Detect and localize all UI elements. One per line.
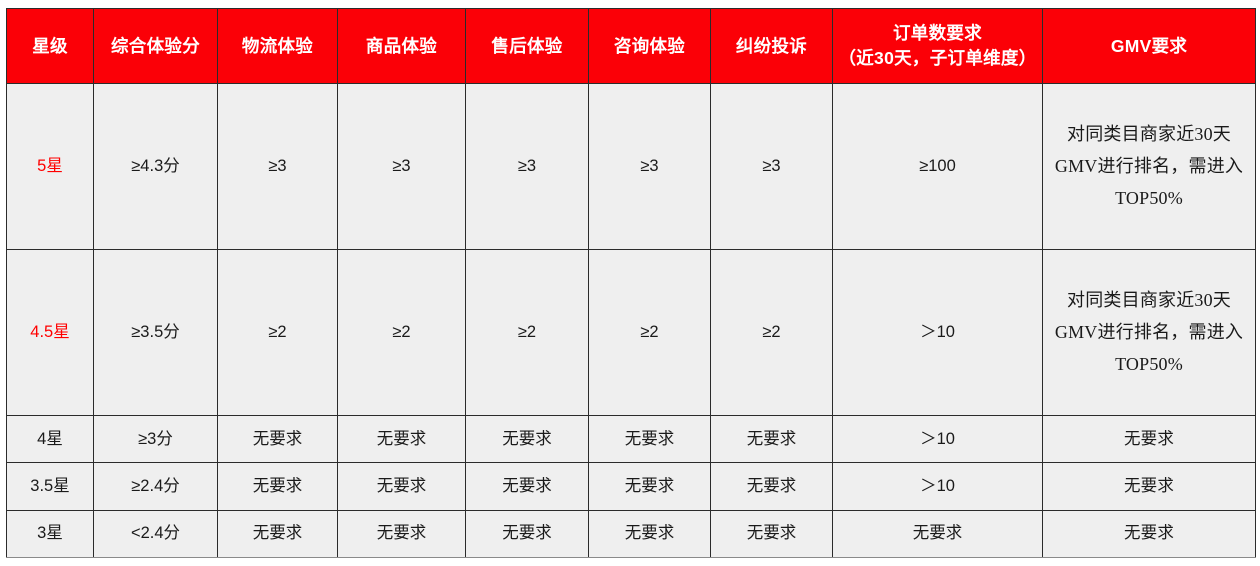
cell-product: ≥2: [337, 248, 466, 416]
cell-gmv-line: TOP50%: [1115, 354, 1183, 375]
cell-star-level: 4星: [6, 414, 94, 464]
cell-consultation: 无要求: [588, 509, 711, 559]
column-header-line: 售后体验: [491, 35, 563, 56]
cell-dispute: ≥2: [710, 248, 833, 416]
cell-after-sales: 无要求: [465, 462, 589, 511]
cell-gmv-line: 对同类目商家近30天: [1067, 290, 1231, 311]
rating-requirements-table-container: 星级 综合体验分 物流体验 商品体验 售后体验 咨询体验 纠纷投诉 订单数要求 （近30天，子订…: [6, 8, 1256, 559]
cell-after-sales: 无要求: [465, 509, 589, 559]
cell-gmv-line: 无要求: [1123, 524, 1175, 543]
cell-logistics: ≥3: [217, 83, 338, 250]
cell-logistics: 无要求: [217, 462, 338, 511]
cell-order-count: ＞10: [832, 462, 1043, 511]
table-row: 4星 ≥3分 无要求 无要求 无要求 无要求 无要求 ＞10 无要求: [6, 414, 1256, 464]
column-header-line: 商品体验: [365, 35, 438, 56]
column-header-line: 星级: [32, 35, 68, 56]
column-header-line: GMV要求: [1110, 35, 1188, 56]
cell-after-sales: ≥2: [465, 248, 589, 416]
cell-overall-score: <2.4分: [93, 509, 218, 559]
cell-overall-score: ≥2.4分: [93, 462, 218, 511]
cell-consultation: 无要求: [588, 414, 711, 464]
cell-star-level: 5星: [6, 83, 94, 250]
cell-gmv-line: 无要求: [1123, 429, 1175, 448]
column-header-line: 物流体验: [241, 35, 314, 56]
table-header-row: 星级 综合体验分 物流体验 商品体验 售后体验 咨询体验 纠纷投诉 订单数要求 （近30天，子订…: [6, 8, 1256, 84]
cell-gmv: 无要求: [1042, 509, 1256, 559]
cell-star-level: 3星: [6, 509, 94, 559]
table-body: 5星 ≥4.3分 ≥3 ≥3 ≥3 ≥3 ≥3 ≥100 对同类目商家近30天 GMV进行排名，需…: [6, 83, 1256, 559]
cell-gmv-line: TOP50%: [1115, 188, 1183, 209]
cell-order-count: 无要求: [832, 509, 1043, 559]
cell-overall-score: ≥3.5分: [93, 248, 218, 416]
cell-dispute: 无要求: [710, 414, 833, 464]
table-header: 星级 综合体验分 物流体验 商品体验 售后体验 咨询体验 纠纷投诉 订单数要求 （近30天，子订…: [6, 8, 1256, 84]
column-header-order-count: 订单数要求 （近30天，子订单维度）: [832, 8, 1043, 84]
cell-after-sales: ≥3: [465, 83, 589, 250]
column-header-consultation: 咨询体验: [588, 8, 711, 84]
cell-order-count: ＞10: [832, 414, 1043, 464]
column-header-line: （近30天，子订单维度）: [838, 48, 1037, 68]
table-row: 5星 ≥4.3分 ≥3 ≥3 ≥3 ≥3 ≥3 ≥100 对同类目商家近30天 GMV进行排名，需…: [6, 83, 1256, 250]
cell-gmv: 无要求: [1042, 414, 1256, 464]
cell-logistics: ≥2: [217, 248, 338, 416]
column-header-product: 商品体验: [337, 8, 466, 84]
column-header-line: 咨询体验: [613, 35, 686, 56]
column-header-gmv: GMV要求: [1042, 8, 1256, 84]
table-row: 3星 <2.4分 无要求 无要求 无要求 无要求 无要求 无要求 无要求: [6, 509, 1256, 559]
table-row: 4.5星 ≥3.5分 ≥2 ≥2 ≥2 ≥2 ≥2 ＞10 对同类目商家近30天 GMV进行排名，…: [6, 248, 1256, 416]
column-header-star-level: 星级: [6, 8, 94, 84]
rating-requirements-table: 星级 综合体验分 物流体验 商品体验 售后体验 咨询体验 纠纷投诉 订单数要求 （近30天，子订…: [6, 8, 1256, 559]
cell-order-count: ≥100: [832, 83, 1043, 250]
cell-after-sales: 无要求: [465, 414, 589, 464]
cell-gmv: 无要求: [1042, 462, 1256, 511]
cell-logistics: 无要求: [217, 414, 338, 464]
cell-overall-score: ≥3分: [93, 414, 218, 464]
cell-consultation: ≥2: [588, 248, 711, 416]
cell-gmv: 对同类目商家近30天 GMV进行排名，需进入 TOP50%: [1042, 248, 1256, 416]
cell-product: 无要求: [337, 509, 466, 559]
cell-star-level: 3.5星: [6, 462, 94, 511]
cell-gmv-line: 无要求: [1123, 477, 1175, 496]
cell-consultation: 无要求: [588, 462, 711, 511]
cell-gmv-line: GMV进行排名，需进入: [1054, 322, 1244, 343]
cell-product: ≥3: [337, 83, 466, 250]
cell-dispute: 无要求: [710, 509, 833, 559]
cell-logistics: 无要求: [217, 509, 338, 559]
cell-dispute: ≥3: [710, 83, 833, 250]
cell-product: 无要求: [337, 462, 466, 511]
column-header-dispute: 纠纷投诉: [710, 8, 833, 84]
cell-consultation: ≥3: [588, 83, 711, 250]
column-header-overall-score: 综合体验分: [93, 8, 218, 84]
table-row: 3.5星 ≥2.4分 无要求 无要求 无要求 无要求 无要求 ＞10 无要求: [6, 462, 1256, 511]
column-header-after-sales: 售后体验: [465, 8, 589, 84]
cell-order-count: ＞10: [832, 248, 1043, 416]
cell-gmv: 对同类目商家近30天 GMV进行排名，需进入 TOP50%: [1042, 83, 1256, 250]
cell-product: 无要求: [337, 414, 466, 464]
cell-overall-score: ≥4.3分: [93, 83, 218, 250]
column-header-line: 订单数要求: [893, 23, 982, 44]
cell-gmv-line: 对同类目商家近30天: [1067, 124, 1231, 145]
cell-dispute: 无要求: [710, 462, 833, 511]
column-header-logistics: 物流体验: [217, 8, 338, 84]
column-header-line: 综合体验分: [111, 35, 200, 56]
column-header-line: 纠纷投诉: [735, 35, 808, 56]
cell-gmv-line: GMV进行排名，需进入: [1054, 156, 1244, 177]
cell-star-level: 4.5星: [6, 248, 94, 416]
